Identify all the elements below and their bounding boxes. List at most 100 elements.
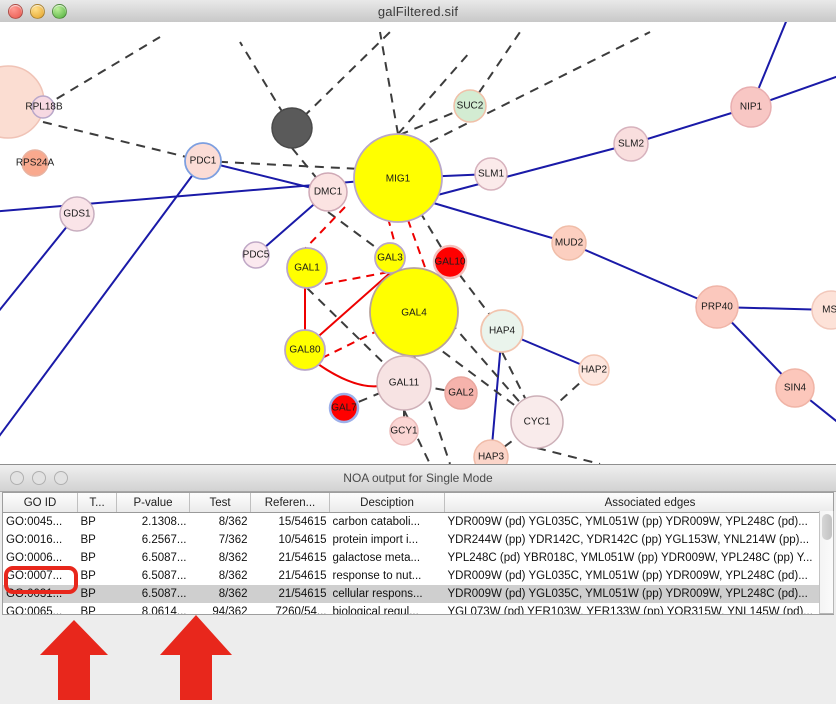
edge-red-dashed — [321, 331, 376, 359]
dialog-window-controls[interactable] — [10, 471, 68, 485]
node-sin4[interactable] — [775, 368, 815, 408]
minimize-button-icon[interactable] — [30, 4, 45, 19]
dialog-zoom-icon[interactable] — [54, 471, 68, 485]
results-table-container[interactable]: GO ID T... P-value Test Referen... Desci… — [2, 492, 834, 615]
table-header-row: GO ID T... P-value Test Referen... Desci… — [3, 493, 833, 513]
node-msi[interactable] — [811, 290, 836, 330]
node-label: CYC1 — [524, 417, 551, 428]
table-row[interactable]: GO:0045... BP 2.1308... 8/362 15/54615 c… — [3, 513, 833, 532]
node-prp40[interactable] — [695, 285, 739, 329]
dialog-minimize-icon[interactable] — [32, 471, 46, 485]
node-label: HAP4 — [489, 326, 516, 337]
node-gal10[interactable] — [432, 244, 468, 280]
node-rpl18b[interactable] — [31, 95, 55, 119]
dialog-titlebar: NOA output for Single Mode — [0, 465, 836, 492]
edge-dashed — [397, 51, 471, 135]
table-row[interactable]: GO:0007... BP 6.5087... 8/362 21/54615 r… — [3, 567, 833, 585]
cell-type: BP — [80, 516, 96, 528]
node-label: MSI — [822, 305, 836, 316]
node-cyc1[interactable] — [510, 395, 564, 449]
node-slm2[interactable] — [613, 126, 649, 162]
network-canvas[interactable]: RPL18B RPS24A GDS1 PDC1 PDC5 DMC1 MIG1 S… — [0, 22, 836, 464]
cell-test: 8/362 — [189, 585, 251, 603]
node-label: SLM1 — [478, 169, 505, 180]
cell-go-id: GO:0031... — [3, 585, 78, 603]
column-header-pvalue[interactable]: P-value — [116, 493, 190, 513]
edge-blue — [429, 143, 632, 198]
node-gal80[interactable] — [284, 329, 326, 371]
network-graph[interactable]: RPL18B RPS24A GDS1 PDC1 PDC5 DMC1 MIG1 S… — [0, 22, 836, 464]
node-pdc1[interactable] — [184, 142, 222, 180]
node-pdc5[interactable] — [242, 241, 270, 269]
dialog-title: NOA output for Single Mode — [343, 471, 493, 485]
cell-go-id: GO:0006... — [6, 552, 63, 564]
cell-test: 7/362 — [218, 534, 248, 546]
cell-go-id: GO:0045... — [6, 516, 63, 528]
zoom-button-icon[interactable] — [52, 4, 67, 19]
table-vertical-scrollbar[interactable] — [819, 511, 834, 614]
cell-test: 8/362 — [218, 516, 248, 528]
node-mig1[interactable] — [353, 133, 443, 223]
edge-blue — [429, 201, 570, 244]
edge-blue — [630, 106, 752, 145]
column-header-description[interactable]: Desciption — [329, 493, 445, 513]
column-header-associated-edges[interactable]: Associated edges — [444, 493, 833, 513]
window-controls[interactable] — [8, 4, 67, 19]
node-gal4[interactable] — [369, 267, 459, 357]
edge-dashed — [429, 341, 538, 423]
column-header-go-id[interactable]: GO ID — [3, 493, 78, 513]
table-header: GO ID T... P-value Test Referen... Desci… — [3, 493, 833, 513]
node-gal3[interactable] — [374, 242, 406, 274]
cell-test: 8/362 — [218, 570, 248, 582]
node-gal11[interactable] — [376, 355, 432, 411]
edge-dashed — [536, 447, 601, 464]
node-unlabeled-grey[interactable] — [271, 107, 313, 149]
scrollbar-thumb[interactable] — [822, 514, 832, 540]
node-mud2[interactable] — [551, 225, 587, 261]
table-row[interactable]: GO:0065... BP 8.0614... 94/362 7260/54..… — [3, 603, 833, 615]
cell-type: BP — [77, 585, 117, 603]
cell-description: response to nut... — [332, 570, 422, 582]
cell-type: BP — [80, 570, 96, 582]
table-row[interactable]: GO:0006... BP 6.5087... 8/362 21/54615 g… — [3, 549, 833, 567]
node-rps24a[interactable] — [21, 149, 49, 177]
node-suc2[interactable] — [453, 89, 487, 123]
cell-go-id: GO:0016... — [6, 534, 63, 546]
node-gds1[interactable] — [59, 196, 95, 232]
node-layer[interactable]: RPL18B RPS24A GDS1 PDC1 PDC5 DMC1 MIG1 S… — [0, 65, 836, 464]
table-row[interactable]: GO:0016... BP 6.2567... 7/362 10/54615 p… — [3, 531, 833, 549]
edge-dashed — [42, 36, 161, 108]
cell-description: biological regul... — [332, 606, 419, 615]
edge-dashed — [42, 121, 204, 162]
node-hap3[interactable] — [473, 439, 509, 464]
node-label: GAL3 — [377, 253, 403, 264]
node-label: GAL1 — [294, 263, 320, 274]
dialog-close-icon[interactable] — [10, 471, 24, 485]
node-label: GAL2 — [448, 388, 474, 399]
node-slm1[interactable] — [474, 157, 508, 191]
node-gal2[interactable] — [444, 376, 478, 410]
node-gal1[interactable] — [286, 247, 328, 289]
node-gcy1[interactable] — [389, 416, 419, 446]
cell-reference: 21/54615 — [278, 570, 327, 582]
node-dmc1[interactable] — [308, 172, 348, 212]
node-hap4[interactable] — [480, 309, 524, 353]
node-label: RPS24A — [16, 158, 55, 169]
column-header-type[interactable]: T... — [77, 493, 117, 513]
node-gal7[interactable] — [328, 392, 360, 424]
cell-associated-edges: YGL073W (pd) YER103W, YER133W (pp) YOR31… — [447, 606, 813, 615]
node-label: GAL11 — [389, 378, 420, 389]
cell-pvalue: 6.5087... — [141, 552, 187, 564]
edge-red-dashed — [407, 219, 427, 271]
cell-description: galactose meta... — [332, 552, 421, 564]
close-button-icon[interactable] — [8, 4, 23, 19]
column-header-test[interactable]: Test — [189, 493, 251, 513]
table-row-selected[interactable]: GO:0031... BP 6.5087... 8/362 21/54615 c… — [3, 585, 833, 603]
cell-reference: 10/54615 — [278, 534, 327, 546]
node-hap2[interactable] — [578, 354, 610, 386]
node-nip1[interactable] — [730, 86, 772, 128]
node-label: GAL4 — [401, 308, 427, 319]
column-header-reference[interactable]: Referen... — [250, 493, 330, 513]
window-title: galFiltered.sif — [377, 3, 459, 19]
